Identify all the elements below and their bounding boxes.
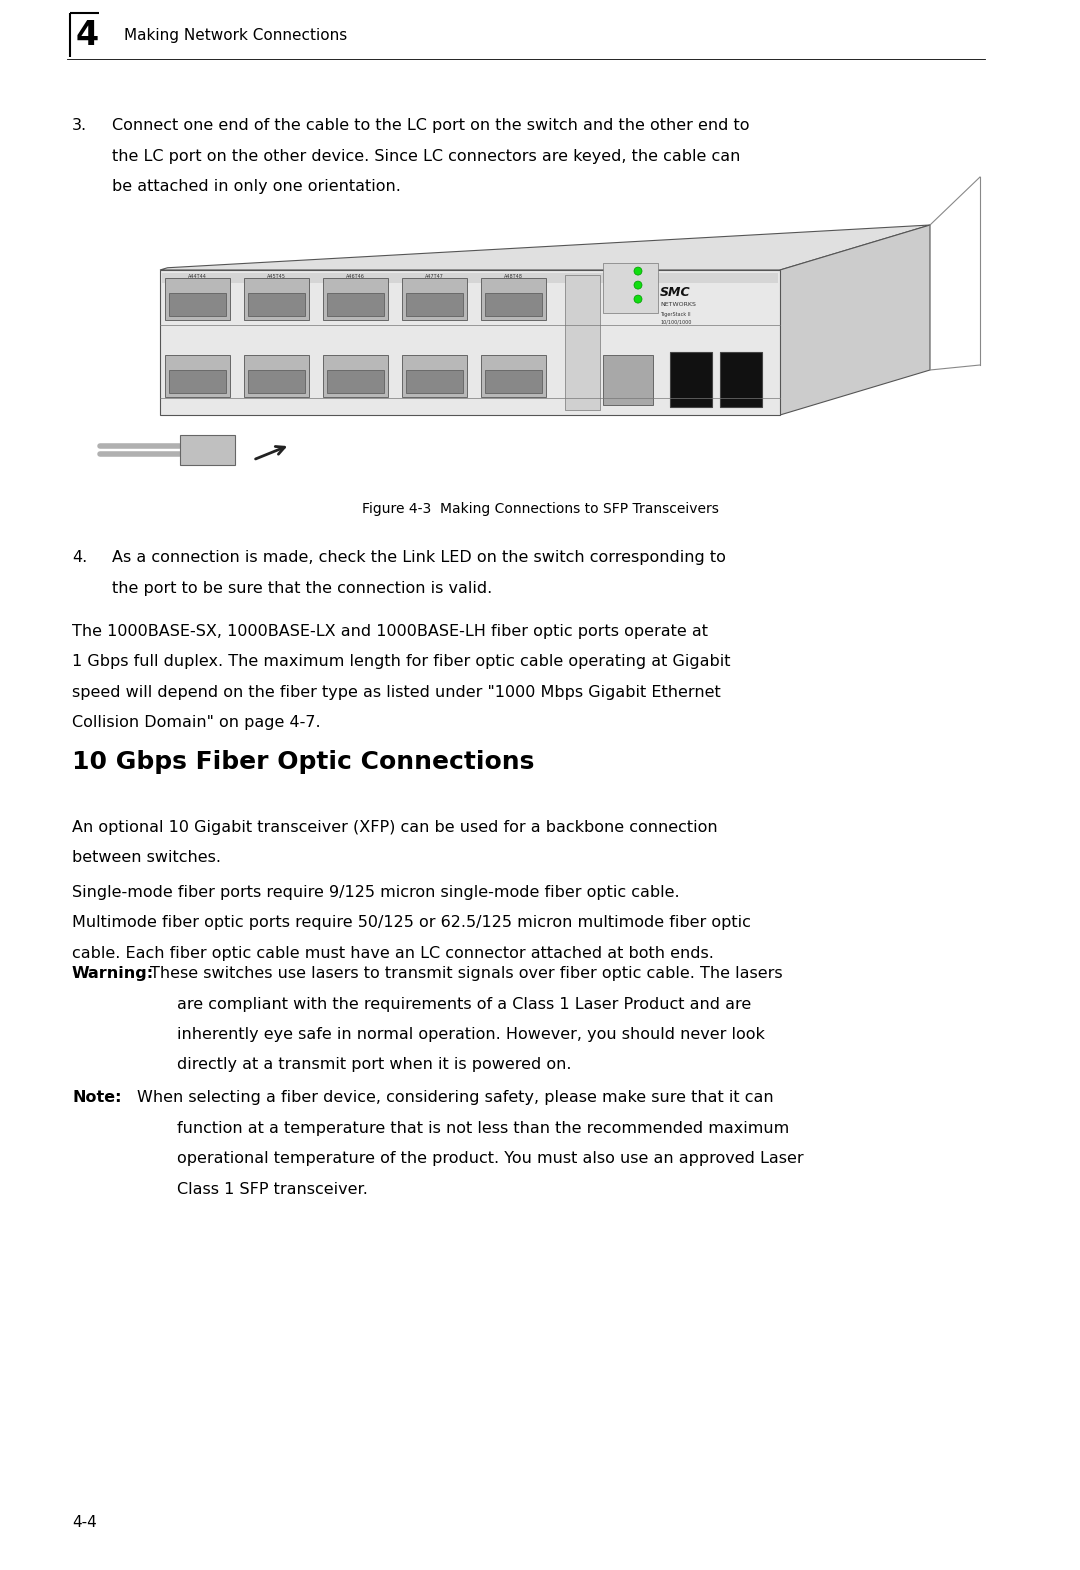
Text: Single-mode fiber ports require 9/125 micron single-mode fiber optic cable.: Single-mode fiber ports require 9/125 mi… — [72, 885, 679, 900]
FancyBboxPatch shape — [165, 355, 230, 397]
Circle shape — [634, 267, 642, 275]
Text: the port to be sure that the connection is valid.: the port to be sure that the connection … — [112, 581, 492, 595]
Text: the LC port on the other device. Since LC connectors are keyed, the cable can: the LC port on the other device. Since L… — [112, 149, 741, 163]
Text: 1 Gbps full duplex. The maximum length for fiber optic cable operating at Gigabi: 1 Gbps full duplex. The maximum length f… — [72, 655, 730, 669]
Text: Connect one end of the cable to the LC port on the switch and the other end to: Connect one end of the cable to the LC p… — [112, 118, 750, 133]
Polygon shape — [160, 270, 780, 414]
Text: Warning:: Warning: — [72, 966, 154, 981]
Text: function at a temperature that is not less than the recommended maximum: function at a temperature that is not le… — [177, 1121, 789, 1135]
FancyBboxPatch shape — [485, 294, 542, 316]
FancyBboxPatch shape — [603, 355, 653, 405]
FancyBboxPatch shape — [248, 294, 305, 316]
Text: 4: 4 — [76, 19, 99, 52]
Text: Collision Domain" on page 4-7.: Collision Domain" on page 4-7. — [72, 716, 321, 730]
FancyBboxPatch shape — [720, 352, 762, 407]
FancyBboxPatch shape — [603, 264, 658, 312]
FancyBboxPatch shape — [244, 355, 309, 397]
FancyBboxPatch shape — [402, 278, 467, 320]
FancyBboxPatch shape — [323, 278, 388, 320]
Text: An optional 10 Gigabit transceiver (XFP) can be used for a backbone connection: An optional 10 Gigabit transceiver (XFP)… — [72, 820, 717, 835]
Text: A45T45: A45T45 — [267, 275, 286, 279]
Text: 10/100/1000: 10/100/1000 — [660, 320, 691, 325]
Text: be attached in only one orientation.: be attached in only one orientation. — [112, 179, 401, 195]
FancyBboxPatch shape — [323, 355, 388, 397]
FancyBboxPatch shape — [248, 371, 305, 392]
FancyBboxPatch shape — [168, 371, 226, 392]
Text: SMC: SMC — [660, 286, 690, 298]
Text: A48T48: A48T48 — [504, 275, 523, 279]
FancyBboxPatch shape — [327, 371, 383, 392]
Text: A47T47: A47T47 — [424, 275, 444, 279]
Text: A46T46: A46T46 — [346, 275, 365, 279]
Circle shape — [634, 295, 642, 303]
Text: cable. Each fiber optic cable must have an LC connector attached at both ends.: cable. Each fiber optic cable must have … — [72, 947, 714, 961]
Text: TigerStack II: TigerStack II — [660, 311, 690, 317]
Text: 3.: 3. — [72, 118, 87, 133]
FancyBboxPatch shape — [406, 294, 462, 316]
Text: A44T44: A44T44 — [188, 275, 207, 279]
FancyBboxPatch shape — [327, 294, 383, 316]
Text: When selecting a fiber device, considering safety, please make sure that it can: When selecting a fiber device, consideri… — [137, 1090, 773, 1105]
Circle shape — [634, 281, 642, 289]
Text: Making Network Connections: Making Network Connections — [124, 28, 348, 42]
Text: These switches use lasers to transmit signals over fiber optic cable. The lasers: These switches use lasers to transmit si… — [150, 966, 783, 981]
FancyBboxPatch shape — [670, 352, 712, 407]
Text: As a connection is made, check the Link LED on the switch corresponding to: As a connection is made, check the Link … — [112, 550, 726, 565]
Text: 4.: 4. — [72, 550, 87, 565]
Polygon shape — [160, 225, 930, 270]
FancyBboxPatch shape — [165, 278, 230, 320]
Text: NETWORKS: NETWORKS — [660, 301, 696, 306]
Text: Figure 4-3  Making Connections to SFP Transceivers: Figure 4-3 Making Connections to SFP Tra… — [362, 502, 718, 517]
Text: between switches.: between switches. — [72, 851, 221, 865]
FancyBboxPatch shape — [180, 435, 235, 465]
FancyBboxPatch shape — [244, 278, 309, 320]
Text: directly at a transmit port when it is powered on.: directly at a transmit port when it is p… — [177, 1058, 571, 1072]
Text: operational temperature of the product. You must also use an approved Laser: operational temperature of the product. … — [177, 1151, 804, 1167]
Text: 4-4: 4-4 — [72, 1515, 97, 1531]
Text: are compliant with the requirements of a Class 1 Laser Product and are: are compliant with the requirements of a… — [177, 997, 752, 1011]
Text: Note:: Note: — [72, 1090, 121, 1105]
Text: Multimode fiber optic ports require 50/125 or 62.5/125 micron multimode fiber op: Multimode fiber optic ports require 50/1… — [72, 915, 751, 931]
FancyBboxPatch shape — [481, 355, 545, 397]
Text: speed will depend on the fiber type as listed under "1000 Mbps Gigabit Ethernet: speed will depend on the fiber type as l… — [72, 685, 720, 700]
Text: Class 1 SFP transceiver.: Class 1 SFP transceiver. — [177, 1182, 368, 1196]
FancyBboxPatch shape — [168, 294, 226, 316]
FancyBboxPatch shape — [481, 278, 545, 320]
Text: The 1000BASE-SX, 1000BASE-LX and 1000BASE-LH fiber optic ports operate at: The 1000BASE-SX, 1000BASE-LX and 1000BAS… — [72, 623, 708, 639]
FancyBboxPatch shape — [485, 371, 542, 392]
FancyBboxPatch shape — [162, 273, 778, 283]
Text: inherently eye safe in normal operation. However, you should never look: inherently eye safe in normal operation.… — [177, 1027, 765, 1042]
FancyBboxPatch shape — [565, 275, 600, 410]
Text: 10 Gbps Fiber Optic Connections: 10 Gbps Fiber Optic Connections — [72, 750, 535, 774]
Polygon shape — [780, 225, 930, 414]
FancyBboxPatch shape — [406, 371, 462, 392]
FancyBboxPatch shape — [402, 355, 467, 397]
